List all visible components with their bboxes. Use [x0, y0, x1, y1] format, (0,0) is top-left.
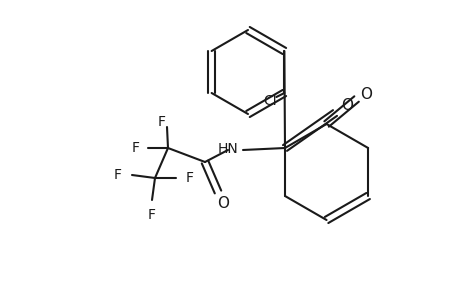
Text: O: O [217, 196, 229, 211]
Text: F: F [132, 141, 140, 155]
Text: O: O [360, 86, 372, 101]
Text: O: O [340, 98, 352, 112]
Text: HN: HN [217, 142, 238, 156]
Text: F: F [148, 208, 156, 222]
Text: Cl: Cl [263, 94, 277, 108]
Text: F: F [185, 171, 194, 185]
Text: F: F [114, 168, 122, 182]
Text: F: F [157, 115, 166, 129]
